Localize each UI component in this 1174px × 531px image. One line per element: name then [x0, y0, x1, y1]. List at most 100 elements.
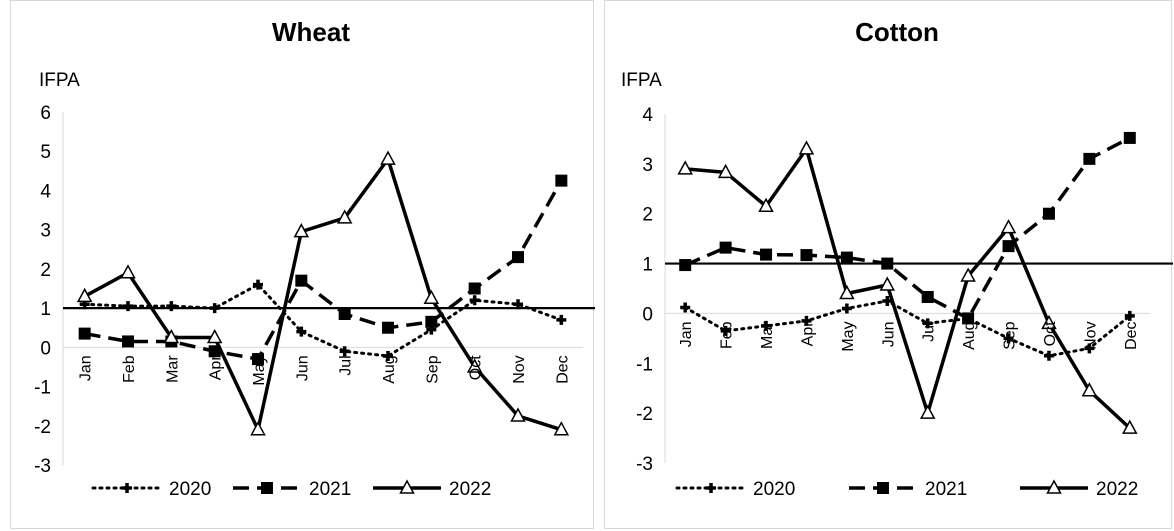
- data-point: [758, 197, 774, 212]
- data-point: [250, 421, 266, 436]
- data-point: [881, 257, 894, 270]
- legend-marker: [261, 482, 273, 494]
- data-point: [1122, 419, 1138, 434]
- y-tick-label: 2: [40, 260, 51, 281]
- data-point: [510, 407, 526, 422]
- data-point: [296, 326, 307, 337]
- x-tick-label: Oct: [1042, 321, 1059, 346]
- cotton-chart-svg: Cotton IFPA -3 -2 -1 0 1 2 3 4 Jan Feb Mar Apr May Ju…: [621, 17, 1173, 500]
- legend-marker: [1046, 479, 1062, 494]
- data-point: [293, 223, 310, 238]
- data-point: [720, 325, 731, 336]
- series-line: [683, 299, 1132, 358]
- x-tick-label: Mar: [164, 355, 181, 383]
- y-tick-label: 0: [40, 338, 51, 359]
- series-line: [83, 283, 563, 358]
- chart-title: Wheat: [272, 17, 350, 47]
- data-point: [208, 345, 221, 358]
- y-axis-title: IFPA: [39, 70, 80, 91]
- data-point: [717, 163, 734, 179]
- y-tick-label: 6: [40, 103, 51, 124]
- chart-title: Cotton: [855, 17, 939, 47]
- x-tick-label: Jun: [294, 355, 311, 381]
- data-point: [1084, 343, 1095, 354]
- data-point: [839, 284, 855, 300]
- data-point: [295, 274, 308, 287]
- y-tick-label: -3: [636, 454, 653, 475]
- data-point: [469, 295, 480, 306]
- data-point: [919, 404, 936, 419]
- x-tick-label: Dec: [1123, 321, 1140, 349]
- data-point: [78, 327, 91, 340]
- data-point: [338, 307, 351, 320]
- data-point: [680, 302, 691, 313]
- x-tick-label: Feb: [719, 321, 736, 349]
- data-point: [1124, 310, 1135, 321]
- data-point: [466, 358, 483, 373]
- data-point: [556, 314, 567, 325]
- data-point: [166, 301, 177, 312]
- data-point: [1123, 131, 1136, 144]
- data-point: [380, 150, 396, 165]
- series-2022: [677, 140, 1138, 434]
- x-tick-label: Jan: [678, 321, 695, 347]
- data-point: [960, 267, 976, 282]
- data-point: [209, 303, 220, 314]
- y-tick-label: -2: [636, 404, 653, 425]
- legend-item: 2020: [91, 479, 211, 500]
- series-line: [83, 157, 562, 432]
- data-point: [679, 259, 692, 272]
- legend-item: 2020: [675, 479, 795, 500]
- legend-label: 2020: [753, 479, 795, 500]
- data-point: [801, 315, 812, 326]
- legend: 2020 2021 2022: [675, 479, 1138, 500]
- data-point: [800, 249, 813, 262]
- data-point: [719, 241, 732, 254]
- cotton-chart-panel: Cotton IFPA -3 -2 -1 0 1 2 3 4 Jan Feb Mar Apr May Ju…: [604, 0, 1173, 529]
- data-point: [336, 209, 353, 224]
- data-point: [1081, 382, 1098, 397]
- legend: 2020 2021 2022: [91, 479, 491, 500]
- data-point: [120, 264, 136, 279]
- x-tick-label: May: [251, 355, 268, 385]
- legend-item: 2022: [1020, 479, 1138, 500]
- legend-label: 2021: [925, 479, 967, 500]
- series-2021: [78, 174, 568, 366]
- x-tick-label: Jul: [338, 355, 355, 375]
- legend-item: 2021: [233, 479, 351, 500]
- data-point: [163, 328, 180, 344]
- y-tick-label: 0: [642, 304, 653, 325]
- data-point: [1002, 240, 1015, 253]
- series-line: [684, 136, 1131, 321]
- data-point: [962, 312, 975, 325]
- data-point: [1043, 350, 1054, 361]
- x-tick-label: Apr: [799, 321, 816, 347]
- data-point: [468, 282, 481, 295]
- series-2022: [76, 150, 570, 436]
- data-point: [553, 421, 570, 436]
- data-point: [512, 251, 524, 264]
- data-point: [1041, 314, 1057, 330]
- data-point: [1042, 207, 1055, 220]
- data-point: [423, 289, 440, 305]
- x-tick-label: Aug: [961, 321, 978, 349]
- x-tick-label: Aug: [381, 355, 398, 383]
- x-tick-label: May: [840, 321, 857, 351]
- legend-item: 2021: [849, 479, 967, 500]
- x-tick-label: Nov: [1082, 321, 1099, 349]
- data-point: [76, 287, 93, 303]
- y-tick-label: -1: [636, 354, 653, 375]
- wheat-chart-panel: Wheat IFPA -3 -2 -1 0 1 2 3 4 5 6 Jan Feb Mar Apr May J…: [10, 0, 595, 529]
- x-tick-label: Oct: [468, 355, 485, 380]
- y-tick-label: -2: [34, 417, 51, 438]
- series-line: [685, 147, 1131, 430]
- x-tick-label: Jan: [78, 355, 95, 381]
- legend-label: 2021: [309, 479, 351, 500]
- x-tick-label: Sep: [424, 355, 441, 384]
- data-point: [677, 160, 693, 175]
- series-line: [84, 179, 563, 361]
- x-tick-label: Jul: [921, 321, 938, 341]
- data-point: [123, 301, 133, 312]
- series-2020: [79, 279, 567, 361]
- data-point: [1003, 333, 1014, 344]
